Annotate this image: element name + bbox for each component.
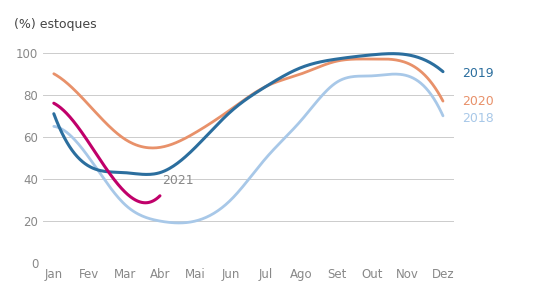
Text: 2020: 2020 xyxy=(462,95,494,108)
Text: (%) estoques: (%) estoques xyxy=(15,18,97,31)
Text: 2018: 2018 xyxy=(462,112,494,125)
Text: 2019: 2019 xyxy=(462,67,494,80)
Text: 2021: 2021 xyxy=(161,174,193,187)
